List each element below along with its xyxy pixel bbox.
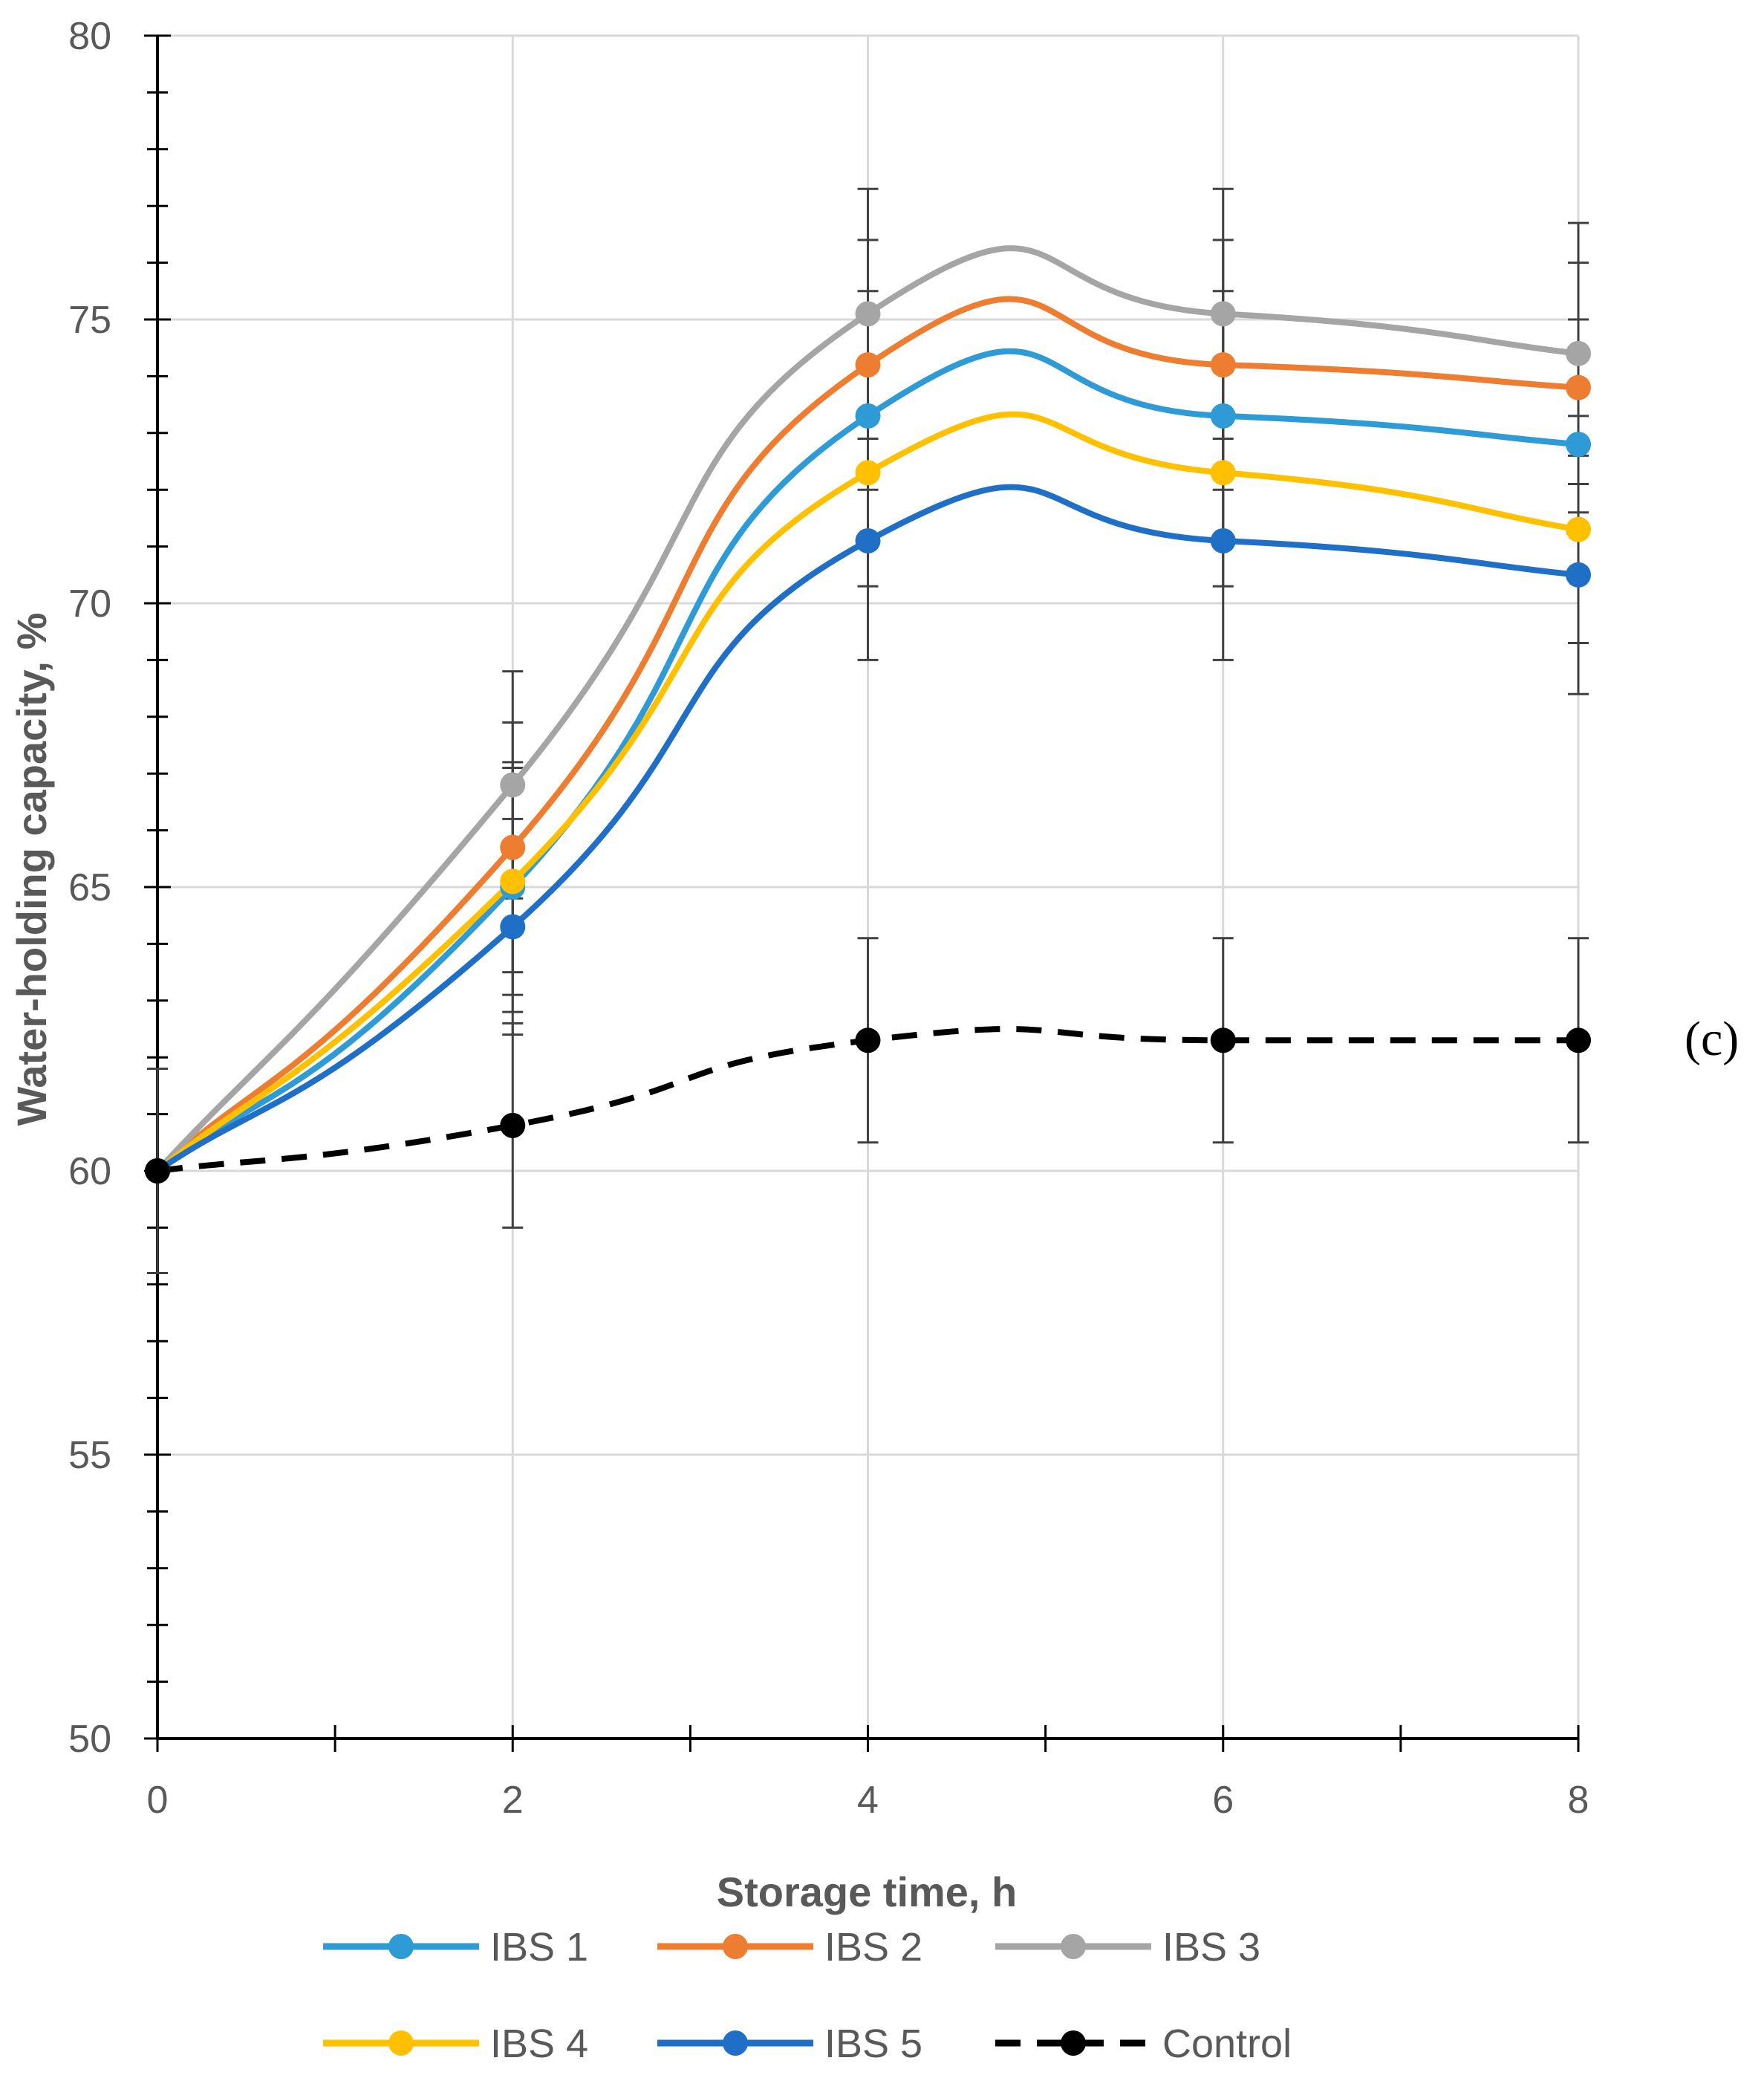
data-point-ibs-1 bbox=[1210, 403, 1236, 429]
data-point-ibs-5 bbox=[855, 527, 881, 553]
data-point-ibs-3 bbox=[1210, 301, 1236, 327]
legend-marker-ibs-5 bbox=[723, 2030, 748, 2056]
x-tick-label: 2 bbox=[502, 1779, 524, 1822]
legend-label-ibs-3: IBS 3 bbox=[1162, 1925, 1260, 1970]
legend-label-ibs-1: IBS 1 bbox=[490, 1925, 588, 1970]
x-axis-title: Storage time, h bbox=[717, 1868, 1018, 1915]
x-tick-label: 8 bbox=[1568, 1779, 1589, 1822]
legend-label-ibs-5: IBS 5 bbox=[824, 2022, 922, 2066]
data-point-ibs-3 bbox=[1566, 340, 1591, 366]
legend-label-ibs-2: IBS 2 bbox=[824, 1925, 922, 1970]
legend-marker-ibs-2 bbox=[723, 1934, 748, 1959]
y-tick-label: 75 bbox=[68, 299, 111, 342]
data-point-ibs-2 bbox=[1210, 352, 1236, 378]
y-tick-label: 55 bbox=[68, 1434, 111, 1477]
legend-item-control: Control bbox=[995, 2022, 1292, 2066]
x-tick-label: 4 bbox=[857, 1779, 879, 1822]
y-tick-label: 80 bbox=[68, 15, 111, 58]
tick-labels: 50 55 60 65 70 75 80 0 2 4 6 8 bbox=[68, 15, 1589, 1822]
data-point-ibs-5 bbox=[500, 914, 526, 940]
data-point-ibs-4 bbox=[1210, 460, 1236, 486]
data-point-ibs-5 bbox=[1210, 527, 1236, 553]
legend-item-ibs-1: IBS 1 bbox=[323, 1925, 588, 1970]
y-tick-label: 60 bbox=[68, 1150, 111, 1193]
data-point-control bbox=[1210, 1027, 1236, 1053]
data-point-ibs-2 bbox=[855, 352, 881, 378]
series-line-ibs-5 bbox=[154, 484, 1581, 1174]
data-point-control bbox=[855, 1027, 881, 1053]
data-point-ibs-2 bbox=[500, 834, 526, 860]
y-tick-label: 65 bbox=[68, 866, 111, 909]
series-line-ibs-1 bbox=[154, 348, 1581, 1174]
legend-label-ibs-4: IBS 4 bbox=[490, 2022, 588, 2066]
data-point-ibs-4 bbox=[855, 460, 881, 486]
legend-item-ibs-2: IBS 2 bbox=[657, 1925, 922, 1970]
legend: IBS 1 IBS 2 IBS 3 IBS 4 IBS 5 Control bbox=[323, 1925, 1292, 2066]
series-line-ibs-4 bbox=[154, 411, 1581, 1174]
x-tick-label: 6 bbox=[1212, 1779, 1234, 1822]
legend-item-ibs-4: IBS 4 bbox=[323, 2022, 588, 2066]
data-point-control bbox=[145, 1158, 170, 1184]
legend-item-ibs-3: IBS 3 bbox=[995, 1925, 1260, 1970]
axes bbox=[144, 34, 1580, 1752]
data-point-ibs-3 bbox=[855, 301, 881, 327]
data-point-control bbox=[500, 1112, 526, 1138]
y-tick-label: 50 bbox=[68, 1718, 111, 1761]
legend-marker-ibs-4 bbox=[388, 2030, 414, 2056]
legend-item-ibs-5: IBS 5 bbox=[657, 2022, 922, 2066]
panel-label: (c) bbox=[1685, 1012, 1739, 1066]
data-point-control bbox=[1566, 1027, 1591, 1053]
data-point-ibs-3 bbox=[500, 772, 526, 798]
series-line-ibs-3 bbox=[154, 245, 1581, 1174]
data-point-ibs-5 bbox=[1566, 562, 1591, 588]
data-point-ibs-1 bbox=[855, 403, 881, 429]
data-points bbox=[145, 301, 1591, 1184]
legend-marker-ibs-3 bbox=[1061, 1934, 1086, 1959]
data-point-ibs-2 bbox=[1566, 374, 1591, 400]
y-axis-title: Water-holding capacity, % bbox=[8, 613, 55, 1126]
data-point-ibs-4 bbox=[1566, 516, 1591, 542]
data-point-ibs-4 bbox=[500, 868, 526, 894]
y-tick-label: 70 bbox=[68, 582, 111, 626]
data-point-ibs-1 bbox=[1566, 432, 1591, 458]
series-line-ibs-2 bbox=[154, 296, 1581, 1174]
legend-label-control: Control bbox=[1162, 2022, 1292, 2066]
legend-marker-control bbox=[1061, 2030, 1086, 2056]
legend-marker-ibs-1 bbox=[388, 1934, 414, 1959]
x-tick-label: 0 bbox=[147, 1779, 169, 1822]
